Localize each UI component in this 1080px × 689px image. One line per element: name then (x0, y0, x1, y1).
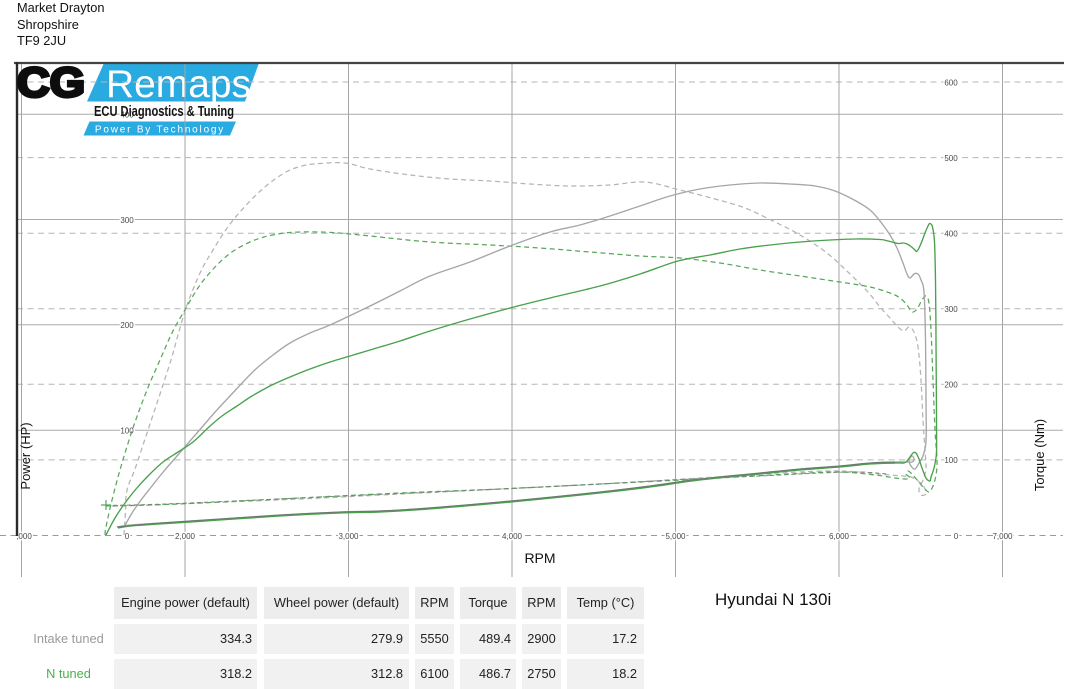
svg-text:7,000: 7,000 (992, 532, 1013, 541)
svg-text:100: 100 (944, 456, 958, 465)
svg-text:Remaps: Remaps (106, 63, 251, 106)
svg-text:200: 200 (120, 321, 134, 330)
svg-text:400: 400 (120, 111, 134, 120)
svg-text:500: 500 (944, 154, 958, 163)
svg-text:6,000: 6,000 (829, 532, 850, 541)
svg-text:600: 600 (944, 78, 958, 87)
svg-text:200: 200 (944, 381, 958, 390)
svg-text:2,000: 2,000 (175, 532, 196, 541)
svg-text:Power By Technology: Power By Technology (95, 125, 225, 136)
svg-text:,000: ,000 (16, 532, 32, 541)
svg-text:Power (HP): Power (HP) (18, 422, 33, 489)
svg-text:ECU Diagnostics & Tuning: ECU Diagnostics & Tuning (94, 104, 234, 120)
svg-text:300: 300 (944, 305, 958, 314)
svg-text:400: 400 (944, 230, 958, 239)
svg-text:0: 0 (125, 532, 130, 541)
svg-text:CG: CG (17, 59, 85, 106)
svg-text:3,000: 3,000 (338, 532, 359, 541)
svg-text:100: 100 (120, 427, 134, 436)
svg-text:Torque (Nm): Torque (Nm) (1032, 419, 1047, 491)
svg-text:4,000: 4,000 (502, 532, 523, 541)
svg-text:RPM: RPM (524, 550, 555, 566)
svg-text:300: 300 (120, 216, 134, 225)
svg-text:0: 0 (954, 532, 959, 541)
svg-text:5,000: 5,000 (665, 532, 686, 541)
